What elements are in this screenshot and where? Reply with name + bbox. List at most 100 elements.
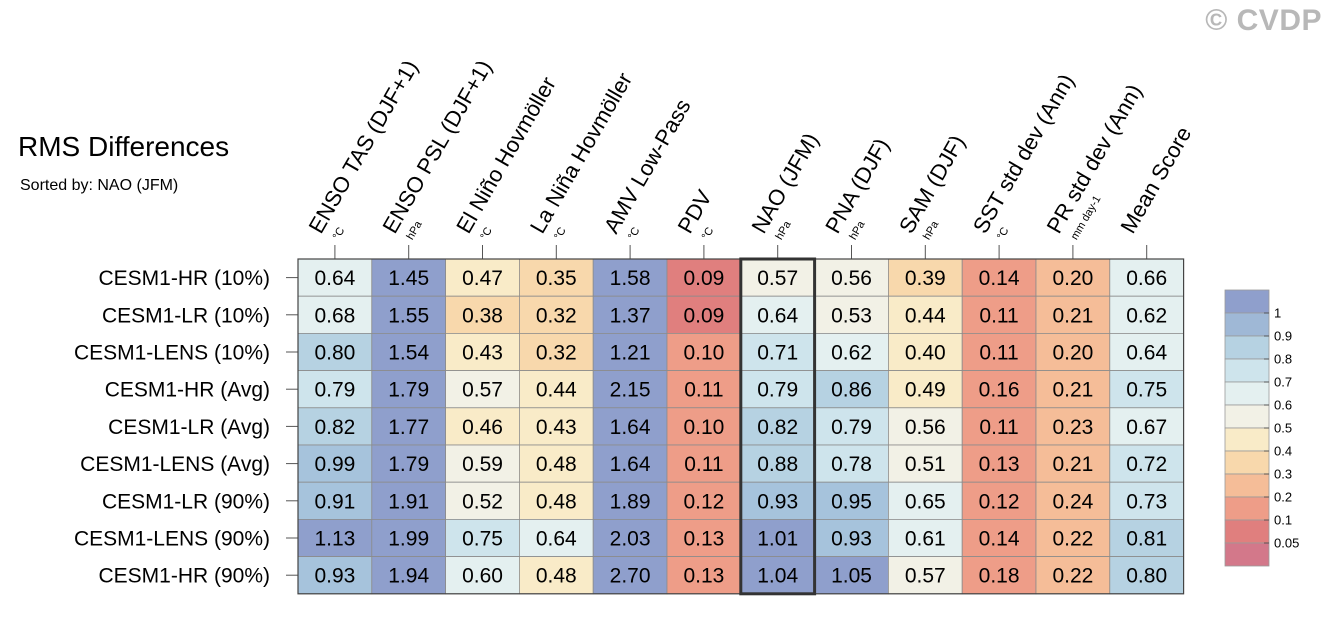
cell-value: 0.23 [1052, 416, 1093, 439]
cell-value: 1.04 [757, 565, 798, 588]
cell-value: 0.82 [314, 416, 355, 439]
cell-value: 0.86 [831, 379, 872, 402]
cell-value: 0.11 [979, 342, 1018, 365]
row-label: CESM1-LENS (10%) [74, 342, 270, 365]
cell-value: 1.91 [388, 490, 429, 513]
cell-value: 1.13 [314, 528, 355, 551]
heatmap-cell [592, 332, 668, 371]
cell-value: 0.14 [979, 528, 1020, 551]
heatmap-cell [961, 519, 1037, 558]
cell-value: 0.81 [1126, 528, 1167, 551]
highlight-frame [739, 257, 817, 596]
heatmap-cell [740, 481, 815, 520]
cell-value: 0.14 [979, 267, 1020, 290]
cell-value: 0.38 [462, 304, 503, 327]
cell-value: 0.82 [757, 416, 798, 439]
cell-value: 0.95 [831, 490, 872, 513]
cell-value: 1.58 [610, 267, 651, 290]
legend-label: 0.3 [1274, 467, 1292, 482]
cell-value: 0.49 [905, 379, 946, 402]
heatmap-cell [1109, 370, 1185, 409]
cell-value: 1.64 [610, 416, 651, 439]
heatmap-cell [297, 370, 373, 409]
cell-value: 0.64 [757, 304, 798, 327]
cell-value: 0.39 [905, 267, 946, 290]
heatmap-cell [1109, 444, 1185, 483]
color-legend: 1 0.9 0.8 0.7 0.6 0.5 0.4 0.3 0.2 0.1 0.05 [1224, 289, 1299, 567]
heatmap-cell [297, 258, 373, 297]
cell-value: 0.21 [1052, 453, 1093, 476]
cell-value: 0.20 [1052, 342, 1093, 365]
heatmap-cell [1035, 370, 1111, 409]
cell-value: 0.24 [1052, 490, 1093, 513]
heatmap-cell [1109, 407, 1185, 446]
cell-value: 0.79 [757, 379, 798, 402]
cell-value: 0.43 [536, 416, 577, 439]
cell-value: 0.22 [1052, 528, 1093, 551]
cell-value: 2.15 [610, 379, 651, 402]
heatmap-cell [1035, 258, 1111, 297]
legend-label: 0.4 [1274, 444, 1292, 459]
heatmap-cell [888, 556, 963, 595]
cell-value: 0.91 [314, 490, 355, 513]
cell-value: 1.77 [388, 416, 429, 439]
heatmap-cell [297, 519, 373, 558]
cell-value: 1.05 [831, 565, 872, 588]
heatmap-cell [592, 519, 668, 558]
legend-label: 0.9 [1274, 329, 1292, 344]
heatmap-cell [445, 370, 520, 409]
legend-swatch [1224, 381, 1270, 406]
cell-value: 1.45 [388, 267, 429, 290]
cell-value: 0.99 [314, 453, 355, 476]
heatmap-cell [592, 370, 668, 409]
heatmap-cell [814, 556, 889, 595]
heatmap-cell [445, 481, 520, 520]
heatmap-cell [1035, 407, 1111, 446]
cell-value: 0.21 [1052, 304, 1093, 327]
legend-label: 0.1 [1274, 513, 1292, 528]
cell-value: 0.93 [757, 490, 798, 513]
heatmap-cell [592, 407, 668, 446]
cell-value: 0.78 [831, 453, 872, 476]
legend-swatch [1224, 404, 1270, 429]
cell-value: 0.61 [905, 528, 946, 551]
cell-value: 0.10 [683, 416, 724, 439]
heatmap-cell [740, 556, 815, 595]
cell-value: 0.18 [979, 565, 1020, 588]
column-headers: ENSO TAS (DJF+1)°C ENSO PSL (DJF+1)hPa El … [304, 56, 1196, 259]
cell-value: 0.53 [831, 304, 872, 327]
cell-value: 0.93 [831, 528, 872, 551]
heatmap-cell [666, 407, 742, 446]
column-unit: °C [700, 225, 717, 242]
cell-value: 0.48 [536, 490, 577, 513]
cell-value: 0.11 [684, 379, 723, 402]
heatmap-cell [371, 295, 446, 334]
cell-value: 0.40 [905, 342, 946, 365]
legend-swatch [1224, 312, 1270, 337]
cell-value: 0.88 [757, 453, 798, 476]
cell-value: 1.21 [610, 342, 651, 365]
cell-value: 0.56 [831, 267, 872, 290]
heatmap-cell [814, 258, 889, 297]
heatmap-cell [740, 332, 815, 371]
heatmap-cell [371, 556, 446, 595]
cell-value: 0.93 [314, 565, 355, 588]
cell-value: 0.75 [462, 528, 503, 551]
cell-value: 0.13 [683, 528, 724, 551]
heatmap-cell [740, 519, 815, 558]
column-header: SST std dev (Ann)°C [968, 70, 1079, 242]
heatmap-cell [297, 444, 373, 483]
legend-swatch [1224, 335, 1270, 360]
cell-value: 0.75 [1126, 379, 1167, 402]
legend-swatch [1224, 450, 1270, 475]
cell-value: 0.64 [536, 528, 577, 551]
heatmap-cell [445, 556, 520, 595]
cell-value: 1.94 [388, 565, 429, 588]
column-header: PNA (DJF)hPa [820, 134, 894, 242]
cell-value: 1.01 [757, 528, 798, 551]
cell-value: 0.21 [1052, 379, 1093, 402]
heatmap-cell [814, 444, 889, 483]
heatmap-cell [297, 332, 373, 371]
cell-value: 0.60 [462, 565, 503, 588]
row-label: CESM1-HR (Avg) [105, 379, 270, 402]
